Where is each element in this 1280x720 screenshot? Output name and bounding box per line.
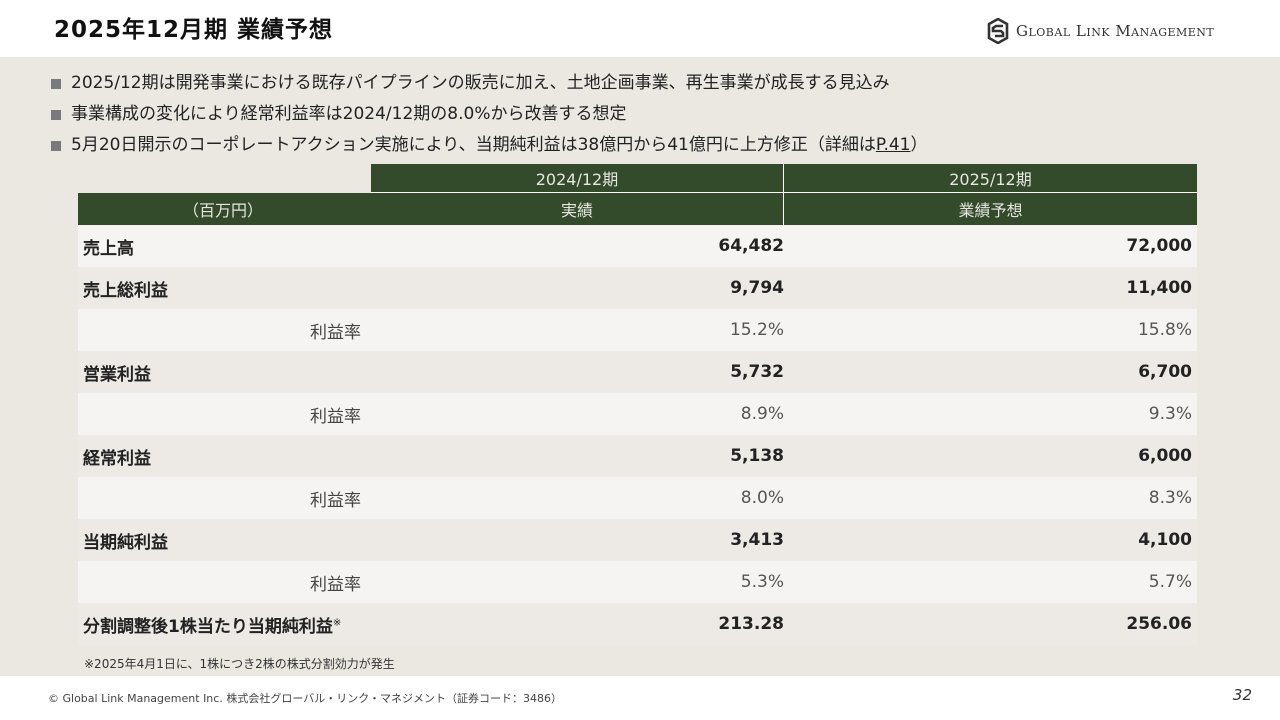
slide-title: 2025年12月期 業績予想 <box>54 17 334 43</box>
table-row: 利益率 8.0% 8.3% <box>78 477 1197 519</box>
bullet-square-icon <box>51 140 61 151</box>
table-row: 経常利益 5,138 6,000 <box>78 435 1197 477</box>
page-link[interactable]: P.41 <box>875 135 911 155</box>
cell-2025: 256.06 <box>1126 614 1192 634</box>
slide-footer: © Global Link Management Inc. 株式会社グローバル・… <box>0 676 1280 720</box>
table-row: 利益率 8.9% 9.3% <box>78 393 1197 435</box>
bullet-list: 2025/12期は開発事業における既存パイプラインの販売に加え、土地企画事業、再… <box>48 68 927 161</box>
slide-header: 2025年12月期 業績予想 Global Link Management <box>0 0 1280 57</box>
cell-2024: 9,794 <box>730 278 784 298</box>
cell-2024: 5,732 <box>730 362 784 382</box>
gls-logo-icon <box>987 18 1009 44</box>
bullet-text: 2025/12期は開発事業における既存パイプラインの販売に加え、土地企画事業、再… <box>71 73 890 93</box>
cell-2025: 5.7% <box>1148 572 1192 592</box>
cell-2024: 5,138 <box>730 446 784 466</box>
table-row: 売上高 64,482 72,000 <box>78 225 1197 267</box>
cell-2024: 8.9% <box>740 404 784 424</box>
bullet-item: 5月20日開示のコーポレートアクション実施により、当期純利益は38億円から41億… <box>48 130 927 161</box>
column-header-actual: 実績 <box>371 193 784 225</box>
bullet-text: 5月20日開示のコーポレートアクション実施により、当期純利益は38億円から41億… <box>71 135 876 155</box>
cell-2024: 5.3% <box>740 572 784 592</box>
cell-2024: 3,413 <box>730 530 784 550</box>
table-type-header: （百万円） 実績 業績予想 <box>78 193 1197 225</box>
cell-2024: 15.2% <box>729 320 784 340</box>
row-label: 経常利益 <box>83 448 151 469</box>
bullet-text: 事業構成の変化により経常利益率は2024/12期の8.0%から改善する想定 <box>71 104 627 124</box>
cell-2025: 11,400 <box>1126 278 1192 298</box>
bullet-item: 事業構成の変化により経常利益率は2024/12期の8.0%から改善する想定 <box>48 99 927 130</box>
row-label: 売上高 <box>83 238 134 259</box>
column-header-forecast: 業績予想 <box>784 193 1197 225</box>
bullet-text-suffix: ） <box>910 135 928 155</box>
period-header-2025: 2025/12期 <box>784 164 1197 193</box>
row-label: 当期純利益 <box>83 532 168 553</box>
table-row: 利益率 5.3% 5.7% <box>78 561 1197 603</box>
unit-label: （百万円） <box>78 193 371 225</box>
row-label: 分割調整後1株当たり当期純利益※ <box>78 612 371 637</box>
table-row: 当期純利益 3,413 4,100 <box>78 519 1197 561</box>
cell-2025: 72,000 <box>1126 236 1192 256</box>
cell-2025: 6,000 <box>1138 446 1192 466</box>
page-number: 32 <box>1232 686 1252 704</box>
row-label: 利益率 <box>310 406 361 427</box>
period-header-2024: 2024/12期 <box>371 164 784 193</box>
cell-2024: 213.28 <box>718 614 784 634</box>
logo-text: Global Link Management <box>1016 22 1215 40</box>
table-row: 利益率 15.2% 15.8% <box>78 309 1197 351</box>
cell-2025: 4,100 <box>1138 530 1192 550</box>
row-label: 利益率 <box>310 490 361 511</box>
table-period-header: 2024/12期 2025/12期 <box>371 164 1197 193</box>
row-label-text: 分割調整後1株当たり当期純利益 <box>83 616 333 637</box>
row-label: 営業利益 <box>83 364 151 385</box>
row-label: 売上総利益 <box>83 280 168 301</box>
bullet-item: 2025/12期は開発事業における既存パイプラインの販売に加え、土地企画事業、再… <box>48 68 927 99</box>
footnote: ※2025年4月1日に、1株につき2株の株式分割効力が発生 <box>84 657 395 671</box>
table-row: 分割調整後1株当たり当期純利益※ 213.28 256.06 <box>78 603 1197 645</box>
row-label: 利益率 <box>310 574 361 595</box>
cell-2025: 6,700 <box>1138 362 1192 382</box>
bullet-square-icon <box>51 78 61 89</box>
bullet-square-icon <box>51 109 61 120</box>
table-row: 営業利益 5,732 6,700 <box>78 351 1197 393</box>
table-row: 売上総利益 9,794 11,400 <box>78 267 1197 309</box>
cell-2025: 15.8% <box>1137 320 1192 340</box>
copyright-text: © Global Link Management Inc. 株式会社グローバル・… <box>48 692 562 705</box>
company-logo: Global Link Management <box>986 18 1214 44</box>
cell-2025: 8.3% <box>1148 488 1192 508</box>
cell-2025: 9.3% <box>1148 404 1192 424</box>
footnote-mark: ※ <box>332 616 342 628</box>
cell-2024: 8.0% <box>740 488 784 508</box>
row-label: 利益率 <box>310 322 361 343</box>
cell-2024: 64,482 <box>718 236 784 256</box>
table-body: 売上高 64,482 72,000 売上総利益 9,794 11,400 利益率… <box>78 225 1197 645</box>
